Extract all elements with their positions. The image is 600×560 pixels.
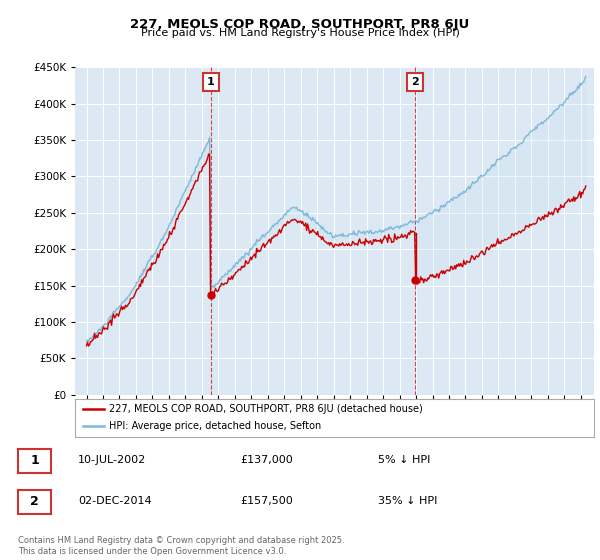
Text: 2: 2 <box>411 77 419 87</box>
Text: 1: 1 <box>30 454 39 468</box>
Text: 1: 1 <box>207 77 215 87</box>
Text: £137,000: £137,000 <box>240 455 293 465</box>
Text: 35% ↓ HPI: 35% ↓ HPI <box>378 496 437 506</box>
Text: 5% ↓ HPI: 5% ↓ HPI <box>378 455 430 465</box>
Text: £157,500: £157,500 <box>240 496 293 506</box>
Text: 2: 2 <box>30 495 39 508</box>
Text: 227, MEOLS COP ROAD, SOUTHPORT, PR8 6JU: 227, MEOLS COP ROAD, SOUTHPORT, PR8 6JU <box>130 18 470 31</box>
Text: Contains HM Land Registry data © Crown copyright and database right 2025.
This d: Contains HM Land Registry data © Crown c… <box>18 536 344 556</box>
Text: Price paid vs. HM Land Registry's House Price Index (HPI): Price paid vs. HM Land Registry's House … <box>140 28 460 38</box>
Text: 02-DEC-2014: 02-DEC-2014 <box>78 496 152 506</box>
Text: 10-JUL-2002: 10-JUL-2002 <box>78 455 146 465</box>
Text: 227, MEOLS COP ROAD, SOUTHPORT, PR8 6JU (detached house): 227, MEOLS COP ROAD, SOUTHPORT, PR8 6JU … <box>109 404 422 414</box>
Text: HPI: Average price, detached house, Sefton: HPI: Average price, detached house, Seft… <box>109 421 321 431</box>
